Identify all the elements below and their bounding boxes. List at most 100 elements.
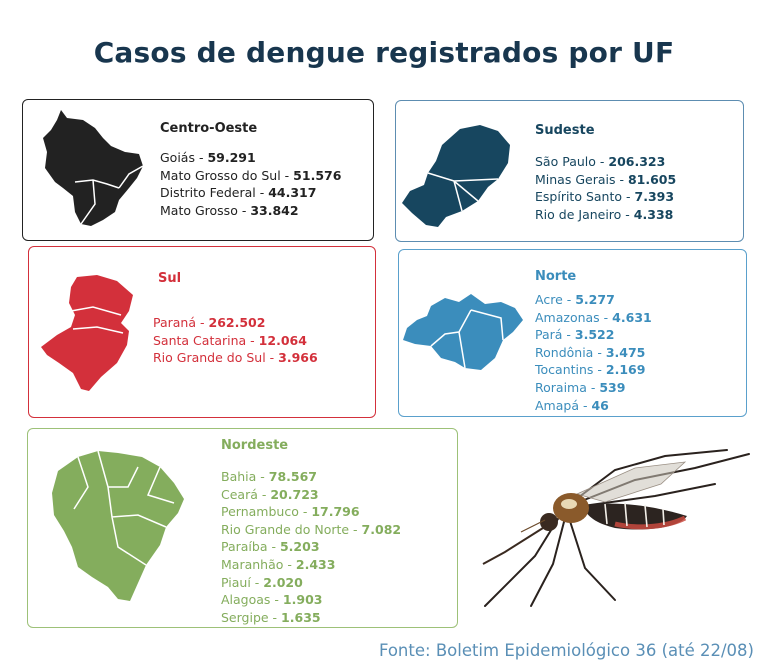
sudeste-map xyxy=(402,125,510,227)
list-item: Rio de Janeiro - 4.338 xyxy=(535,206,676,224)
separator: - xyxy=(255,185,269,201)
centro-oeste-list: Goiás - 59.291 Mato Grosso do Sul - 51.57… xyxy=(160,149,341,219)
panel-sudeste: Sudeste São Paulo - 206.323 Minas Gerais … xyxy=(395,100,744,242)
case-count: 78.567 xyxy=(268,469,318,484)
separator: - xyxy=(298,504,312,520)
list-item: Bahia - 78.567 xyxy=(221,468,401,486)
separator: - xyxy=(621,206,634,222)
list-item: Mato Grosso - 33.842 xyxy=(160,202,341,220)
case-count: 1.903 xyxy=(282,592,323,608)
case-count: 7.393 xyxy=(634,189,675,205)
state-name: Distrito Federal xyxy=(160,185,256,201)
list-item: Paraíba - 5.203 xyxy=(221,538,401,556)
separator: - xyxy=(246,332,259,348)
source-note: Fonte: Boletim Epidemiológico 36 (até 22… xyxy=(378,641,754,660)
case-count: 51.576 xyxy=(293,167,342,183)
region-name-sul: Sul xyxy=(158,271,182,286)
norte-list: Acre - 5.277 Amazonas - 4.631 Pará - 3.522… xyxy=(535,291,652,414)
region-name-sudeste: Sudeste xyxy=(535,123,595,138)
case-count: 3.966 xyxy=(278,350,318,366)
list-item: Alagoas - 1.903 xyxy=(221,591,401,609)
nordeste-map xyxy=(52,450,184,601)
state-name: Paraíba xyxy=(221,539,268,555)
state-name: Rio Grande do Norte xyxy=(221,521,350,537)
list-item: Espírito Santo - 7.393 xyxy=(535,188,676,206)
separator: - xyxy=(593,362,606,378)
panel-norte: Norte Acre - 5.277 Amazonas - 4.631 Pará -… xyxy=(398,249,747,417)
state-name: Roraima xyxy=(535,379,587,395)
state-name: Espírito Santo xyxy=(535,189,623,205)
sudeste-list: São Paulo - 206.323 Minas Gerais - 81.605… xyxy=(535,153,676,223)
separator: - xyxy=(283,556,296,572)
state-name: Pará xyxy=(535,327,563,343)
separator: - xyxy=(237,202,251,218)
list-item: São Paulo - 206.323 xyxy=(535,153,676,171)
region-name-nordeste: Nordeste xyxy=(221,438,289,453)
separator: - xyxy=(268,609,282,625)
case-count: 5.203 xyxy=(279,539,320,555)
case-count: 81.605 xyxy=(627,171,677,187)
state-name: Mato Grosso do Sul xyxy=(160,167,281,183)
state-name: Pernambuco xyxy=(221,504,299,520)
list-item: Maranhão - 2.433 xyxy=(221,556,401,574)
case-count: 17.796 xyxy=(311,504,360,520)
state-name: Mato Grosso xyxy=(160,202,238,218)
state-name: Sergipe xyxy=(221,609,269,625)
list-item: Rio Grande do Norte - 7.082 xyxy=(221,521,401,539)
sul-list: Paraná - 262.502 Santa Catarina - 12.064 R… xyxy=(153,314,318,367)
list-item: Mato Grosso do Sul - 51.576 xyxy=(160,167,341,185)
separator: - xyxy=(270,592,283,608)
state-name: São Paulo xyxy=(535,154,596,169)
separator: - xyxy=(578,397,592,413)
list-item: Paraná - 262.502 xyxy=(153,314,318,332)
list-item: Rondônia - 3.475 xyxy=(535,344,652,362)
separator: - xyxy=(622,189,635,205)
state-name: Goiás xyxy=(160,150,195,165)
separator: - xyxy=(265,350,279,366)
state-name: Maranhão xyxy=(221,556,284,572)
case-count: 539 xyxy=(599,379,626,395)
case-count: 59.291 xyxy=(207,150,256,165)
mosquito-icon xyxy=(482,449,750,607)
list-item: Roraima - 539 xyxy=(535,379,652,397)
case-count: 12.064 xyxy=(258,332,307,348)
list-item: Sergipe - 1.635 xyxy=(221,609,401,627)
case-count: 4.338 xyxy=(633,206,674,222)
norte-map xyxy=(403,294,523,370)
state-name: Rio de Janeiro xyxy=(535,206,622,222)
region-name-centro-oeste: Centro-Oeste xyxy=(160,121,258,136)
list-item: Minas Gerais - 81.605 xyxy=(535,171,676,189)
region-name-norte: Norte xyxy=(535,269,577,284)
state-name: Ceará xyxy=(221,486,258,502)
separator: - xyxy=(562,327,575,343)
state-name: Rondônia xyxy=(535,344,594,360)
case-count: 4.631 xyxy=(612,309,652,325)
separator: - xyxy=(250,574,264,590)
separator: - xyxy=(586,379,600,395)
separator: - xyxy=(593,344,606,360)
state-name: Minas Gerais xyxy=(535,171,616,187)
list-item: Pará - 3.522 xyxy=(535,326,652,344)
list-item: Rio Grande do Sul - 3.966 xyxy=(153,349,318,367)
separator: - xyxy=(196,315,209,330)
case-count: 7.082 xyxy=(361,521,402,537)
separator: - xyxy=(615,171,628,187)
panel-sul: Sul Paraná - 262.502 Santa Catarina - 12.… xyxy=(28,246,376,418)
separator: - xyxy=(280,167,294,183)
state-name: Santa Catarina xyxy=(153,332,247,348)
case-count: 3.522 xyxy=(574,327,615,343)
case-count: 1.635 xyxy=(281,609,321,625)
separator: - xyxy=(349,521,362,537)
case-count: 262.502 xyxy=(208,315,266,330)
case-count: 2.169 xyxy=(605,362,646,378)
state-name: Amazonas xyxy=(535,309,600,325)
state-name: Acre xyxy=(535,292,563,307)
page-title: Casos de dengue registrados por UF xyxy=(93,36,675,69)
separator: - xyxy=(599,309,613,325)
case-count: 3.475 xyxy=(605,344,646,360)
case-count: 33.842 xyxy=(250,202,299,218)
state-name: Paraná xyxy=(153,315,197,330)
panel-nordeste: Nordeste Bahia - 78.567 Ceará - 20.723 Per… xyxy=(27,428,458,628)
list-item: Santa Catarina - 12.064 xyxy=(153,332,318,350)
separator: - xyxy=(257,486,271,502)
